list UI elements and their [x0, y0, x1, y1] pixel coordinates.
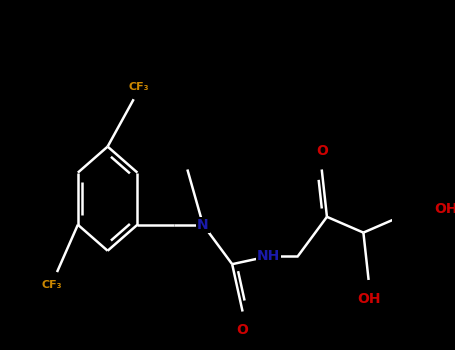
Text: OH: OH [434, 202, 455, 216]
Text: O: O [316, 144, 328, 158]
Text: CF₃: CF₃ [129, 82, 149, 92]
Text: N: N [197, 218, 209, 232]
Text: O: O [237, 323, 248, 337]
Text: NH: NH [257, 249, 280, 263]
Text: CF₃: CF₃ [41, 280, 62, 290]
Text: OH: OH [357, 292, 380, 306]
